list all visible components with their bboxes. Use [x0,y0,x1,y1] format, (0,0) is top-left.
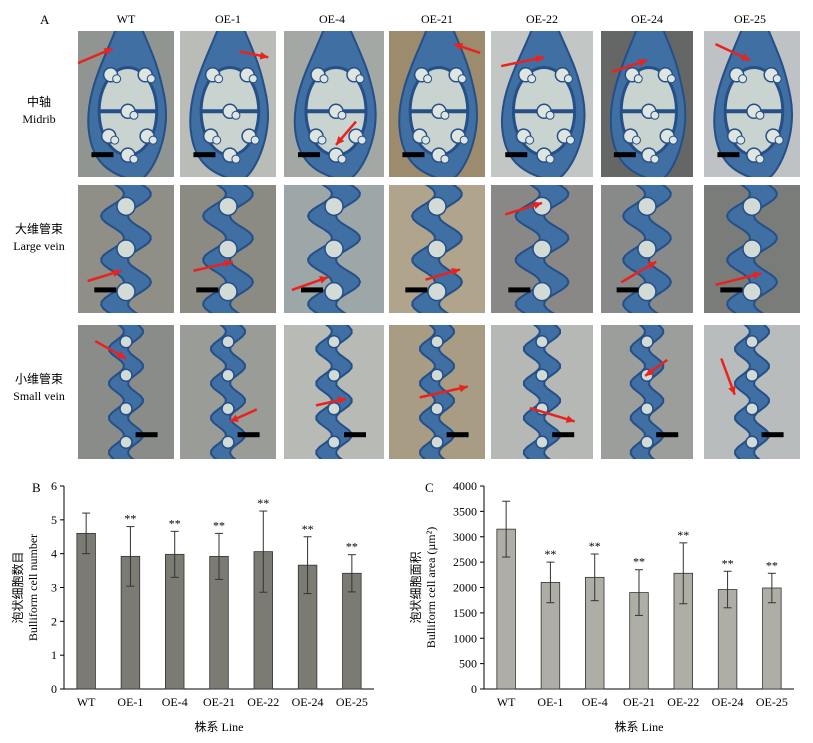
y-tick-label: 500 [459,657,477,671]
y-tick-label: 2 [51,614,57,628]
y-axis-label-zh: 泡状细胞数目 [10,551,25,623]
micrograph-midrib-oe-4 [284,31,384,177]
y-axis-label-zh: 泡状细胞面积 [409,551,423,623]
column-label-wt: WT [116,12,136,26]
panel-a-letter: A [40,12,50,27]
micrograph-small-oe-21 [389,325,485,459]
y-tick-label: 3500 [453,504,477,518]
column-label-oe-4: OE-4 [319,12,345,26]
significance-mark: ** [302,522,314,536]
row-label-en: Midrib [22,112,56,126]
row-label-zh: 中轴 [26,95,51,109]
column-label-oe-24: OE-24 [631,12,663,26]
y-tick-label: 5 [51,513,57,527]
panel-c-letter: C [425,480,434,495]
x-tick-label: OE-25 [756,695,788,709]
x-tick-label: OE-25 [336,695,368,709]
y-axis-label-en: Bulliform cell area (µm²) [424,527,438,648]
y-tick-label: 0 [51,682,57,696]
y-tick-label: 4 [51,547,57,561]
y-tick-label: 3 [51,581,57,595]
y-tick-label: 2000 [453,581,477,595]
y-tick-label: 3000 [453,530,477,544]
x-tick-label: OE-24 [292,695,324,709]
chart-bulliform-area: 0 500 1000 1500 2000 2500 3000 3500 4000 WT ** OE-1… [409,479,794,734]
micrograph-large-oe-1 [180,185,276,313]
micrograph-small-oe-1 [180,325,276,459]
x-tick-label: OE-22 [667,695,699,709]
significance-mark: ** [124,512,136,526]
column-label-oe-22: OE-22 [526,12,558,26]
micrograph-midrib-oe-24 [601,31,693,177]
x-tick-label: OE-21 [203,695,235,709]
y-tick-label: 1000 [453,631,477,645]
panel-b-letter: B [32,480,41,495]
x-tick-label: OE-1 [537,695,563,709]
column-label-oe-25: OE-25 [734,12,766,26]
column-label-oe-21: OE-21 [421,12,453,26]
x-axis-label: 株系 Line [615,719,664,734]
y-tick-label: 1500 [453,606,477,620]
micrograph-large-oe-24 [601,185,693,313]
micrograph-midrib-oe-25 [704,31,800,177]
micrograph-small-wt [78,325,174,459]
row-label-midrib: 中轴 Midrib [0,94,78,128]
micrograph-small-oe-25 [704,325,800,459]
y-tick-label: 0 [471,682,477,696]
x-tick-label: OE-21 [623,695,655,709]
x-tick-label: OE-24 [712,695,744,709]
x-tick-label: WT [77,695,96,709]
micrograph-large-wt [78,185,174,313]
row-label-zh: 小维管束 [14,372,63,386]
row-label-large: 大维管束 Large vein [0,221,78,255]
y-axis-label-en: Bulliform cell number [26,534,40,641]
x-tick-label: OE-4 [582,695,608,709]
micrograph-small-oe-4 [284,325,384,459]
significance-mark: ** [213,518,225,532]
x-tick-label: OE-4 [162,695,188,709]
significance-mark: ** [544,547,556,561]
micrograph-large-oe-4 [284,185,384,313]
y-tick-label: 4000 [453,479,477,493]
bar-wt [76,532,96,690]
y-tick-label: 1 [51,648,57,662]
micrograph-large-oe-25 [704,185,800,313]
micrograph-midrib-wt [78,31,174,177]
column-label-oe-1: OE-1 [215,12,241,26]
y-tick-label: 2500 [453,555,477,569]
significance-mark: ** [633,555,645,569]
micrograph-midrib-oe-1 [180,31,276,177]
significance-mark: ** [677,528,689,542]
micrograph-small-oe-22 [491,325,593,459]
row-label-zh: 大维管束 [14,222,63,236]
row-label-small: 小维管束 Small vein [0,371,78,405]
significance-mark: ** [257,496,269,510]
y-tick-label: 6 [51,479,57,493]
x-tick-label: WT [497,695,516,709]
significance-mark: ** [722,556,734,570]
micrograph-small-oe-24 [601,325,693,459]
row-label-en: Large vein [13,239,65,253]
micrograph-large-oe-21 [389,185,485,313]
x-axis-label: 株系 Line [195,719,244,734]
chart-bulliform-number: 0 1 2 3 4 5 6 WT ** OE-1 ** OE-4 ** OE-21 ** OE-22 ** OE-… [10,479,374,734]
x-tick-label: OE-22 [247,695,279,709]
significance-mark: ** [169,516,181,530]
significance-mark: ** [589,539,601,553]
micrograph-midrib-oe-21 [389,31,485,177]
micrograph-large-oe-22 [491,185,593,313]
micrograph-midrib-oe-22 [491,31,593,177]
x-tick-label: OE-1 [117,695,143,709]
significance-mark: ** [766,558,778,572]
row-label-en: Small vein [13,389,65,403]
significance-mark: ** [346,540,358,554]
